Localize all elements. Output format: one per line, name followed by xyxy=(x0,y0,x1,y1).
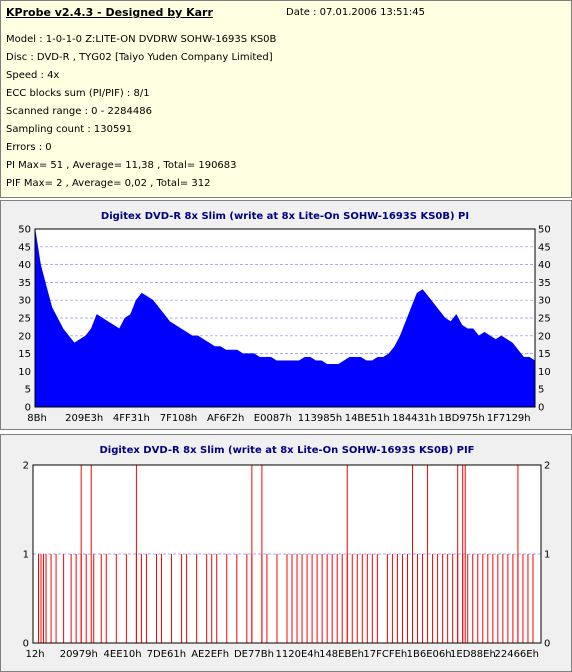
info-speed: Speed : 4x xyxy=(6,70,60,81)
pi-y-tick-label-left: 25 xyxy=(18,314,31,325)
pi-x-tick-label: E0087h xyxy=(254,413,292,424)
pif-x-tick-label: 20979h xyxy=(60,649,98,660)
pi-y-tick-label-right: 50 xyxy=(538,225,551,236)
pif-x-tick-label: 7DE61h xyxy=(147,649,186,660)
pi-series-area xyxy=(34,228,536,408)
pif-chart-title: Digitex DVD-R 8x Slim (write at 8x Lite-… xyxy=(99,445,474,456)
pif-x-tick-label: 17FCFEh xyxy=(363,649,407,660)
pif-chart-panel: Digitex DVD-R 8x Slim (write at 8x Lite-… xyxy=(0,434,572,672)
pif-y-tick-label-left: 2 xyxy=(23,461,29,472)
info-disc: Disc : DVD-R , TYG02 [Taiyo Yuden Compan… xyxy=(6,52,273,63)
pi-y-tick-label-right: 40 xyxy=(538,260,551,271)
pi-y-tick-label-left: 15 xyxy=(18,349,31,360)
pi-y-tick-label-right: 10 xyxy=(538,367,551,378)
pi-y-tick-label-right: 15 xyxy=(538,349,551,360)
info-panel: KProbe v2.4.3 - Designed by Karr Date : … xyxy=(0,0,572,198)
info-ecc-sum: ECC blocks sum (PI/PIF) : 8/1 xyxy=(6,88,150,99)
pi-x-tick-label: 1BD975h xyxy=(438,413,484,424)
pi-y-tick-label-right: 35 xyxy=(538,278,551,289)
pi-y-tick-label-left: 40 xyxy=(18,260,31,271)
pi-plot-border xyxy=(34,228,536,408)
pif-x-tick-label: 22466Eh xyxy=(494,649,538,660)
info-pif-stats: PIF Max= 2 , Average= 0,02 , Total= 312 xyxy=(6,178,211,189)
pif-y-tick-label-right: 0 xyxy=(544,639,550,650)
pif-x-tick-label: AE2EFh xyxy=(191,649,229,660)
pi-y-tick-label-left: 0 xyxy=(25,403,31,414)
pi-y-tick-label-left: 10 xyxy=(18,367,31,378)
pi-x-tick-label: 1F7129h xyxy=(487,413,531,424)
pif-x-tick-label: 1B6E06h xyxy=(407,649,452,660)
pi-y-tick-label-right: 0 xyxy=(538,403,544,414)
pif-x-tick-label: 1ED88Eh xyxy=(450,649,496,660)
pi-x-tick-label: AF6F2h xyxy=(207,413,244,424)
pif-y-tick-label-left: 1 xyxy=(23,550,29,561)
pi-y-tick-label-left: 30 xyxy=(18,296,31,307)
pi-x-tick-label: 209E3h xyxy=(65,413,103,424)
pi-y-tick-label-left: 50 xyxy=(18,225,31,236)
pif-x-tick-label: 4EE10h xyxy=(104,649,142,660)
pif-x-tick-label: 1120E4h xyxy=(276,649,320,660)
pi-y-tick-label-right: 30 xyxy=(538,296,551,307)
info-errors: Errors : 0 xyxy=(6,142,52,153)
info-model: Model : 1-0-1-0 Z:LITE-ON DVDRW SOHW-169… xyxy=(6,34,277,45)
pif-y-tick-label-left: 0 xyxy=(23,639,29,650)
pi-chart-panel: Digitex DVD-R 8x Slim (write at 8x Lite-… xyxy=(0,200,572,430)
pif-y-tick-label-right: 2 xyxy=(544,461,550,472)
app-title: KProbe v2.4.3 - Designed by Karr xyxy=(6,6,213,19)
pi-y-tick-label-right: 20 xyxy=(538,331,551,342)
pif-x-tick-label: 148EBEh xyxy=(319,649,364,660)
pif-x-tick-label: 12h xyxy=(25,649,44,660)
pi-chart-title: Digitex DVD-R 8x Slim (write at 8x Lite-… xyxy=(101,211,469,222)
info-sampling-count: Sampling count : 130591 xyxy=(6,124,133,135)
pi-y-tick-label-left: 45 xyxy=(18,242,31,253)
pi-x-tick-label: 184431h xyxy=(392,413,437,424)
pi-y-tick-label-left: 5 xyxy=(25,385,31,396)
info-scanned-range: Scanned range : 0 - 2284486 xyxy=(6,106,152,117)
pif-y-tick-label-right: 1 xyxy=(544,550,550,561)
pi-y-tick-label-right: 45 xyxy=(538,242,551,253)
pi-x-tick-label: 8Bh xyxy=(27,413,47,424)
info-pi-stats: PI Max= 51 , Average= 11,38 , Total= 190… xyxy=(6,160,237,171)
pi-x-tick-label: 4FF31h xyxy=(113,413,150,424)
pi-y-tick-label-right: 25 xyxy=(538,314,551,325)
pi-chart: Digitex DVD-R 8x Slim (write at 8x Lite-… xyxy=(18,211,551,424)
pi-y-tick-label-left: 20 xyxy=(18,331,31,342)
pi-x-tick-label: 113985h xyxy=(298,413,343,424)
pif-plot-border xyxy=(32,464,542,644)
pi-x-tick-label: 14BE51h xyxy=(345,413,390,424)
scan-date: Date : 07.01.2006 13:51:45 xyxy=(286,7,425,18)
pi-y-tick-label-right: 5 xyxy=(538,385,544,396)
pi-y-tick-label-left: 35 xyxy=(18,278,31,289)
pif-chart: Digitex DVD-R 8x Slim (write at 8x Lite-… xyxy=(23,445,551,660)
pi-x-tick-label: 7F108h xyxy=(160,413,198,424)
pif-x-tick-label: DE77Bh xyxy=(234,649,274,660)
